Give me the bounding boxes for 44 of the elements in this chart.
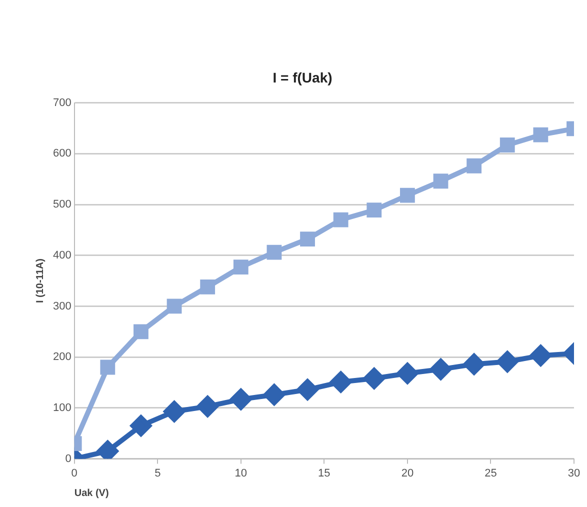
point	[530, 345, 552, 366]
point	[100, 360, 116, 375]
point	[466, 158, 482, 174]
point	[166, 298, 182, 314]
point	[200, 279, 216, 294]
point	[300, 232, 315, 247]
y-tick-label: 300	[52, 300, 72, 312]
point	[500, 138, 515, 152]
point	[396, 362, 418, 384]
y-tick-label: 100	[52, 402, 72, 414]
y-axis-title: I (10-11A)	[34, 258, 46, 304]
x-tick-label: 20	[401, 467, 414, 480]
point	[496, 351, 518, 372]
point	[230, 388, 252, 410]
point	[333, 212, 348, 228]
point	[130, 415, 152, 436]
point	[233, 260, 248, 275]
x-tick-label: 30	[568, 467, 580, 480]
point	[330, 372, 352, 393]
point	[433, 174, 448, 189]
x-axis-title: Uak (V)	[74, 488, 109, 499]
point	[533, 127, 548, 142]
chart-title: I = f(Uak)	[272, 69, 332, 86]
point	[430, 358, 452, 380]
y-tick-label: 0	[65, 452, 72, 465]
point	[364, 368, 385, 389]
point	[164, 401, 185, 422]
point	[264, 384, 285, 406]
x-tick-label: 5	[154, 467, 161, 480]
y-tick-label: 500	[52, 198, 72, 211]
y-tick-label: 600	[52, 148, 72, 160]
x-tick-label: 25	[484, 467, 497, 480]
point	[400, 188, 415, 203]
point	[464, 354, 485, 375]
y-tick-label: 400	[52, 249, 72, 262]
point	[297, 379, 318, 400]
y-tick-label: 700	[52, 96, 72, 109]
y-tick-label: 200	[52, 351, 72, 364]
point	[266, 244, 282, 260]
x-tick-label: 15	[318, 467, 330, 480]
point	[134, 324, 148, 340]
point	[366, 202, 382, 218]
x-tick-label: 10	[234, 467, 248, 480]
point	[197, 396, 218, 417]
